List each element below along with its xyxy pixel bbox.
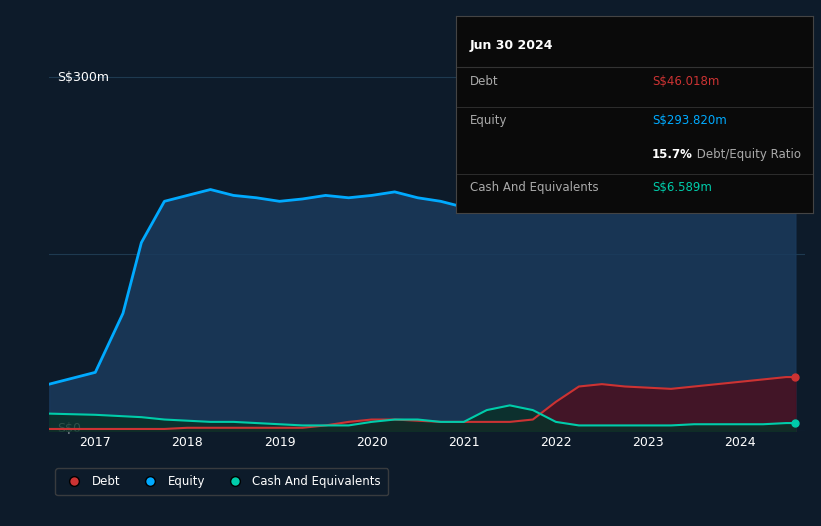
- Legend: Debt, Equity, Cash And Equivalents: Debt, Equity, Cash And Equivalents: [55, 468, 388, 495]
- Text: S$0: S$0: [57, 422, 80, 436]
- Text: Equity: Equity: [470, 115, 507, 127]
- Text: Debt/Equity Ratio: Debt/Equity Ratio: [693, 148, 801, 161]
- Text: S$46.018m: S$46.018m: [652, 75, 719, 88]
- Text: Cash And Equivalents: Cash And Equivalents: [470, 181, 599, 195]
- Text: S$300m: S$300m: [57, 71, 109, 84]
- Text: Debt: Debt: [470, 75, 498, 88]
- Text: S$293.820m: S$293.820m: [652, 115, 727, 127]
- Text: 15.7%: 15.7%: [652, 148, 693, 161]
- Text: Jun 30 2024: Jun 30 2024: [470, 39, 553, 53]
- Text: S$6.589m: S$6.589m: [652, 181, 712, 195]
